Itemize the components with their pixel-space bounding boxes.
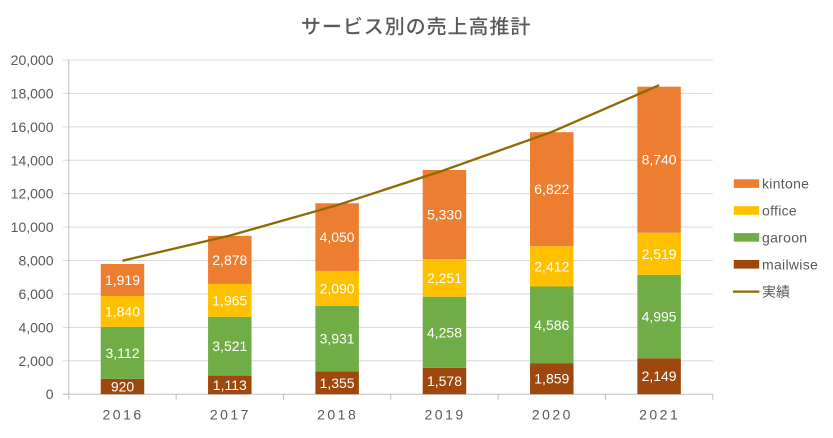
svg-text:6,000: 6,000 bbox=[18, 286, 53, 302]
svg-text:1,965: 1,965 bbox=[212, 292, 247, 308]
svg-text:1,919: 1,919 bbox=[105, 272, 140, 288]
svg-text:12,000: 12,000 bbox=[11, 186, 54, 202]
svg-text:4,586: 4,586 bbox=[534, 317, 569, 333]
svg-text:1,355: 1,355 bbox=[320, 375, 355, 391]
svg-text:2018: 2018 bbox=[317, 407, 358, 423]
svg-text:0: 0 bbox=[46, 386, 54, 402]
svg-text:kintone: kintone bbox=[762, 176, 809, 192]
svg-text:14,000: 14,000 bbox=[11, 152, 54, 168]
svg-text:3,521: 3,521 bbox=[212, 338, 247, 354]
svg-text:2,251: 2,251 bbox=[427, 270, 462, 286]
svg-text:2016: 2016 bbox=[103, 407, 144, 423]
svg-text:office: office bbox=[762, 203, 797, 219]
svg-text:2020: 2020 bbox=[532, 407, 573, 423]
svg-text:1,859: 1,859 bbox=[534, 371, 569, 387]
svg-text:16,000: 16,000 bbox=[11, 119, 54, 135]
svg-text:10,000: 10,000 bbox=[11, 219, 54, 235]
svg-text:1,578: 1,578 bbox=[427, 373, 462, 389]
svg-text:garoon: garoon bbox=[762, 229, 807, 245]
svg-text:2,090: 2,090 bbox=[320, 280, 355, 296]
svg-text:2021: 2021 bbox=[639, 407, 680, 423]
svg-text:2017: 2017 bbox=[210, 407, 251, 423]
svg-text:2,000: 2,000 bbox=[18, 353, 53, 369]
svg-text:2,412: 2,412 bbox=[534, 258, 569, 274]
svg-text:2,519: 2,519 bbox=[642, 246, 677, 262]
svg-text:20,000: 20,000 bbox=[11, 52, 54, 68]
svg-text:4,050: 4,050 bbox=[320, 229, 355, 245]
svg-text:4,258: 4,258 bbox=[427, 324, 462, 340]
svg-text:3,112: 3,112 bbox=[106, 345, 140, 361]
svg-text:18,000: 18,000 bbox=[11, 85, 54, 101]
svg-text:1,840: 1,840 bbox=[105, 304, 140, 320]
svg-text:2,149: 2,149 bbox=[642, 368, 677, 384]
svg-text:920: 920 bbox=[111, 379, 135, 395]
svg-text:4,000: 4,000 bbox=[18, 319, 53, 335]
svg-text:1,113: 1,113 bbox=[213, 377, 247, 393]
svg-text:2,878: 2,878 bbox=[212, 252, 247, 268]
svg-text:6,822: 6,822 bbox=[534, 181, 569, 197]
svg-text:2019: 2019 bbox=[425, 407, 466, 423]
svg-text:4,995: 4,995 bbox=[642, 309, 677, 325]
svg-text:mailwise: mailwise bbox=[762, 256, 818, 272]
svg-text:8,000: 8,000 bbox=[18, 253, 53, 269]
svg-text:8,740: 8,740 bbox=[642, 152, 677, 168]
svg-text:3,931: 3,931 bbox=[320, 331, 355, 347]
svg-text:5,330: 5,330 bbox=[427, 207, 462, 223]
